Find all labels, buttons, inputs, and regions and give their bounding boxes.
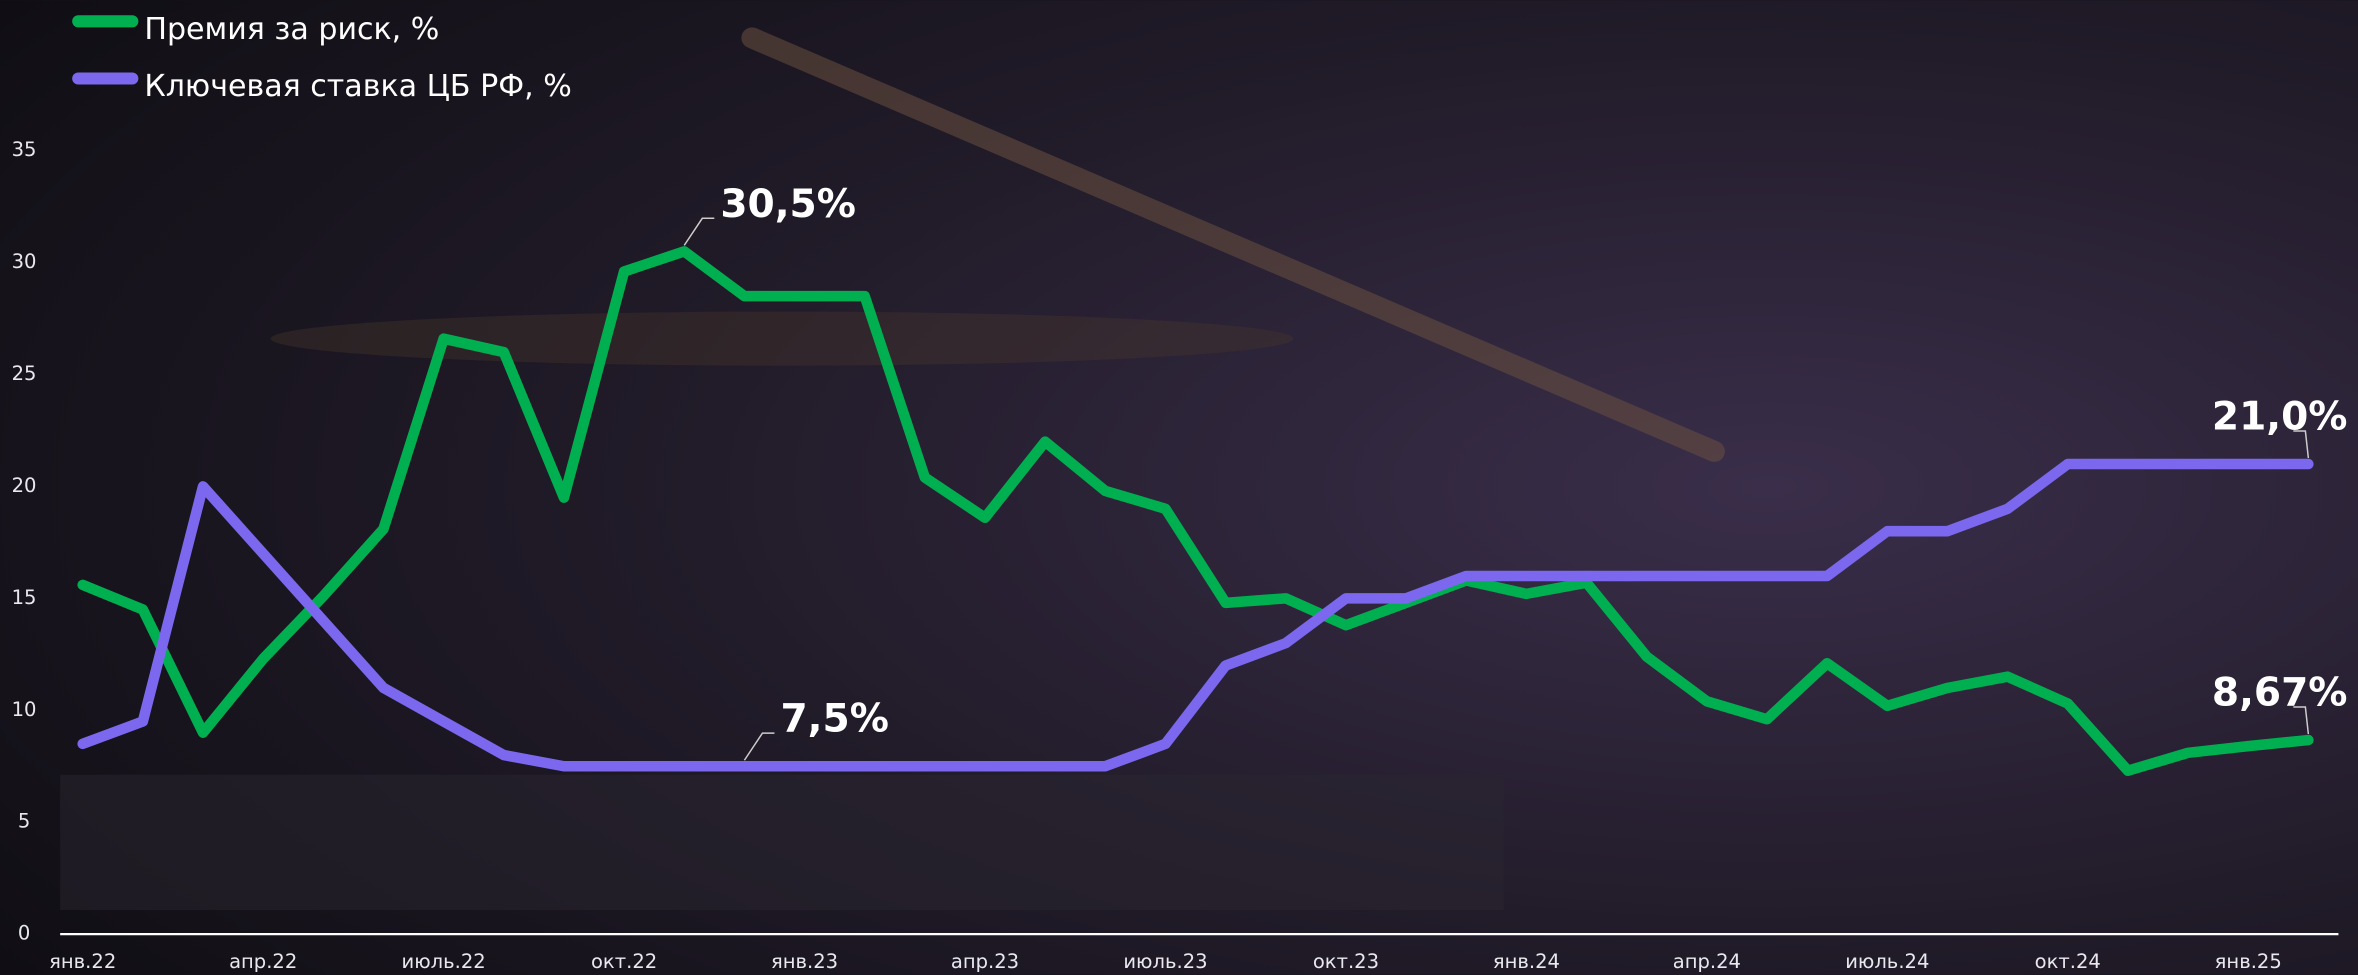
y-tick-label: 35: [12, 138, 37, 161]
y-tick-label: 0: [18, 922, 30, 945]
x-tick-label: янв.25: [2215, 950, 2282, 973]
x-tick-label: янв.24: [1493, 950, 1560, 973]
x-tick-label: апр.23: [951, 950, 1019, 973]
leader-line: [683, 217, 715, 246]
drumstick: [741, 27, 1725, 462]
x-tick-label: апр.22: [229, 950, 297, 973]
x-tick-label: янв.22: [49, 950, 116, 973]
x-tick-label: окт.22: [591, 950, 657, 973]
x-tick-label: июль.22: [402, 950, 486, 973]
leader-line: [743, 732, 775, 761]
series-line: [77, 246, 2314, 776]
value-label: 30,5%: [720, 182, 856, 227]
x-tick-label: янв.23: [771, 950, 838, 973]
legend-label: Премия за риск, %: [144, 12, 439, 47]
leader-line: [2293, 430, 2310, 459]
cymbal: [270, 311, 1294, 366]
y-tick-label: 5: [18, 810, 30, 833]
x-tick-label: окт.23: [1313, 950, 1379, 973]
value-label: 7,5%: [780, 697, 888, 742]
x-tick-label: окт.24: [2035, 950, 2101, 973]
y-tick-label: 15: [12, 586, 37, 609]
series-line: [77, 458, 2314, 772]
x-tick-label: июль.24: [1845, 950, 1929, 973]
legend-label: Ключевая ставка ЦБ РФ, %: [144, 69, 571, 104]
x-tick-label: июль.23: [1123, 950, 1207, 973]
value-label: 8,67%: [2212, 670, 2348, 715]
y-tick-label: 30: [12, 250, 37, 273]
y-tick-label: 10: [12, 698, 37, 721]
y-tick-label: 25: [12, 362, 37, 385]
leader-line: [2293, 706, 2310, 735]
value-label: 21,0%: [2212, 394, 2348, 439]
drum: [60, 774, 1504, 911]
y-tick-label: 20: [12, 474, 37, 497]
x-tick-label: апр.24: [1673, 950, 1741, 973]
